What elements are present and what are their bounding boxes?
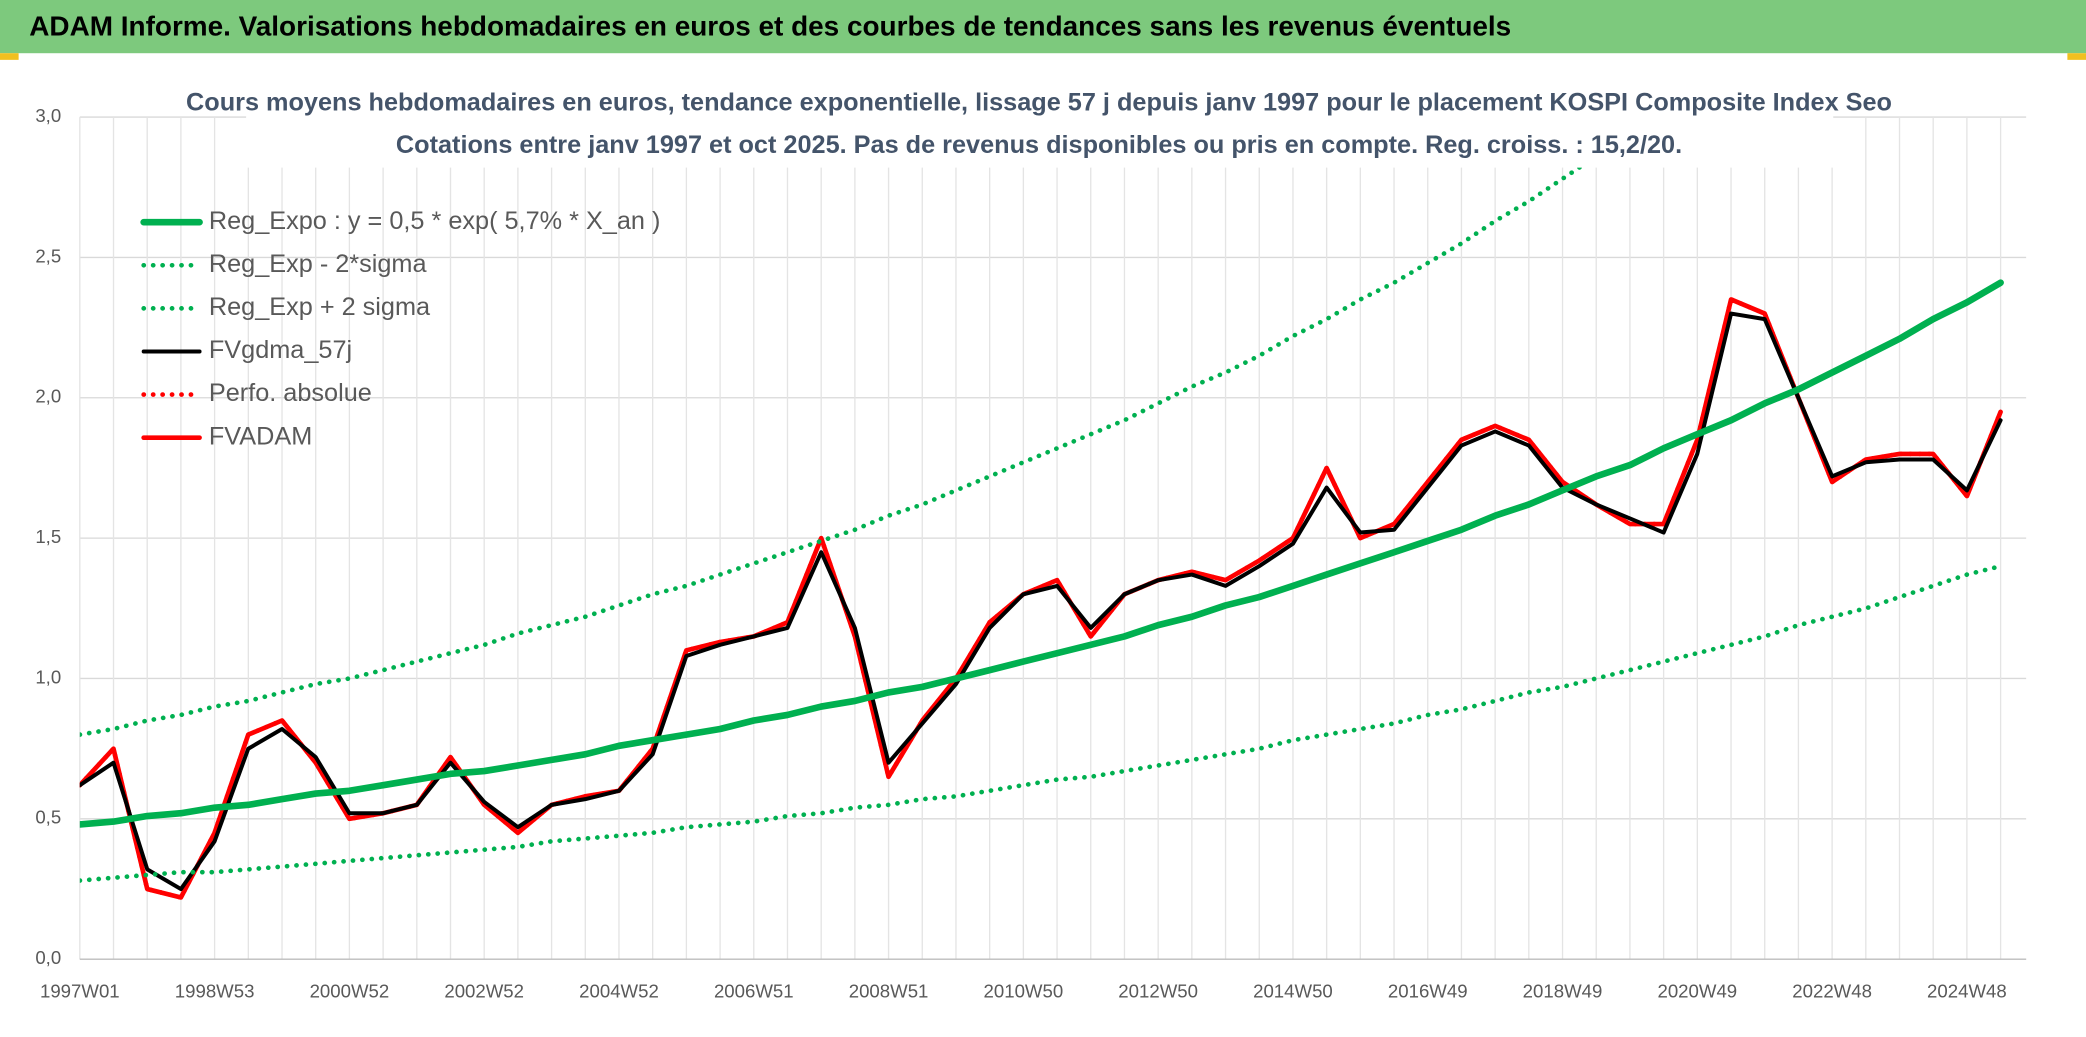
header-title: ADAM Informe. Valorisations hebdomadaire… (29, 10, 1511, 41)
legend-label: FVADAM (209, 422, 312, 450)
legend: Reg_Expo : y = 0,5 * exp( 5,7% * X_an ) R… (140, 207, 661, 450)
y-tick-label: 2,5 (35, 245, 61, 266)
chart-subtitle: Cotations entre janv 1997 et oct 2025. P… (396, 131, 1682, 159)
legend-label: Reg_Exp - 2*sigma (209, 250, 428, 278)
series-line (79, 563, 2003, 883)
x-tick-label: 2010W50 (984, 980, 1064, 1001)
y-tick-label: 1,0 (35, 666, 61, 687)
x-tick-label: 2008W51 (849, 980, 929, 1001)
x-tick-label: 2004W52 (579, 980, 659, 1001)
corner (0, 53, 19, 60)
plot (79, 117, 2004, 900)
header-bar (0, 0, 2086, 54)
x-tick-label: 2022W48 (1792, 980, 1872, 1001)
x-tick-label: 2016W49 (1388, 980, 1468, 1001)
x-tick-label: 2020W49 (1657, 980, 1737, 1001)
x-tick-label: 2012W50 (1118, 980, 1198, 1001)
x-tick-label: 2000W52 (310, 980, 390, 1001)
legend-label: Perfo. absolue (209, 379, 372, 407)
corner (2067, 53, 2086, 60)
title-box (246, 82, 1834, 168)
legend-label: Reg_Expo : y = 0,5 * exp( 5,7% * X_an ) (209, 207, 661, 235)
x-tick-label: 2014W50 (1253, 980, 1333, 1001)
y-tick-label: 0,5 (35, 807, 61, 828)
x-tick-label: 2006W51 (714, 980, 794, 1001)
x-tick-label: 2002W52 (444, 980, 524, 1001)
series-line (79, 311, 2003, 892)
x-tick-label: 2024W48 (1927, 980, 2007, 1001)
y-tick-label: 3,0 (35, 105, 61, 126)
series-line (79, 117, 1657, 737)
legend-label: FVgdma_57j (209, 336, 352, 364)
chart-title: Cours moyens hebdomadaires en euros, ten… (186, 88, 1892, 116)
x-tick-label: 2018W49 (1523, 980, 1603, 1001)
x-tick-label: 1998W53 (175, 980, 255, 1001)
y-tick-label: 1,5 (35, 526, 61, 547)
legend-label: Reg_Exp + 2 sigma (209, 293, 431, 321)
x-tick-label: 1997W01 (40, 980, 120, 1001)
series-line (79, 279, 2004, 828)
y-tick-label: 0,0 (35, 947, 61, 968)
y-tick-label: 2,0 (35, 386, 61, 407)
